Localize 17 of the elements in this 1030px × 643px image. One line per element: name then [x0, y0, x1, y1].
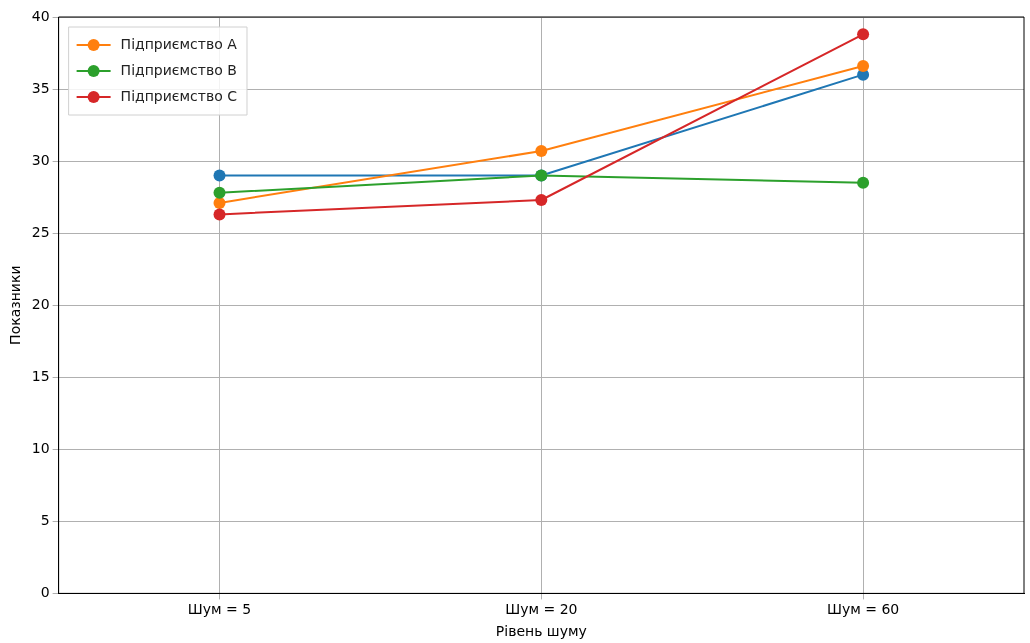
y-tick-label: 30	[31, 151, 50, 168]
y-tick-label: 25	[31, 223, 50, 240]
y-tick-label: 15	[31, 367, 50, 384]
y-tick-label: 40	[31, 7, 50, 24]
x-axis-title: Рівень шуму	[495, 623, 587, 640]
legend-label: Підприємство B	[120, 61, 237, 78]
y-tick-label: 20	[31, 295, 50, 312]
x-tick-label: Шум = 60	[826, 601, 900, 618]
x-tick-label: Шум = 20	[505, 601, 578, 618]
y-axis-title: Показники	[7, 265, 24, 345]
y-tick-label: 5	[40, 511, 50, 528]
x-tick-label: Шум = 5	[187, 601, 252, 618]
y-tick-label: 0	[40, 584, 50, 601]
y-tick-label: 35	[31, 79, 50, 96]
legend-label: Підприємство A	[120, 35, 238, 52]
legend-label: Підприємство C	[120, 87, 238, 104]
y-tick-label: 10	[31, 439, 50, 456]
